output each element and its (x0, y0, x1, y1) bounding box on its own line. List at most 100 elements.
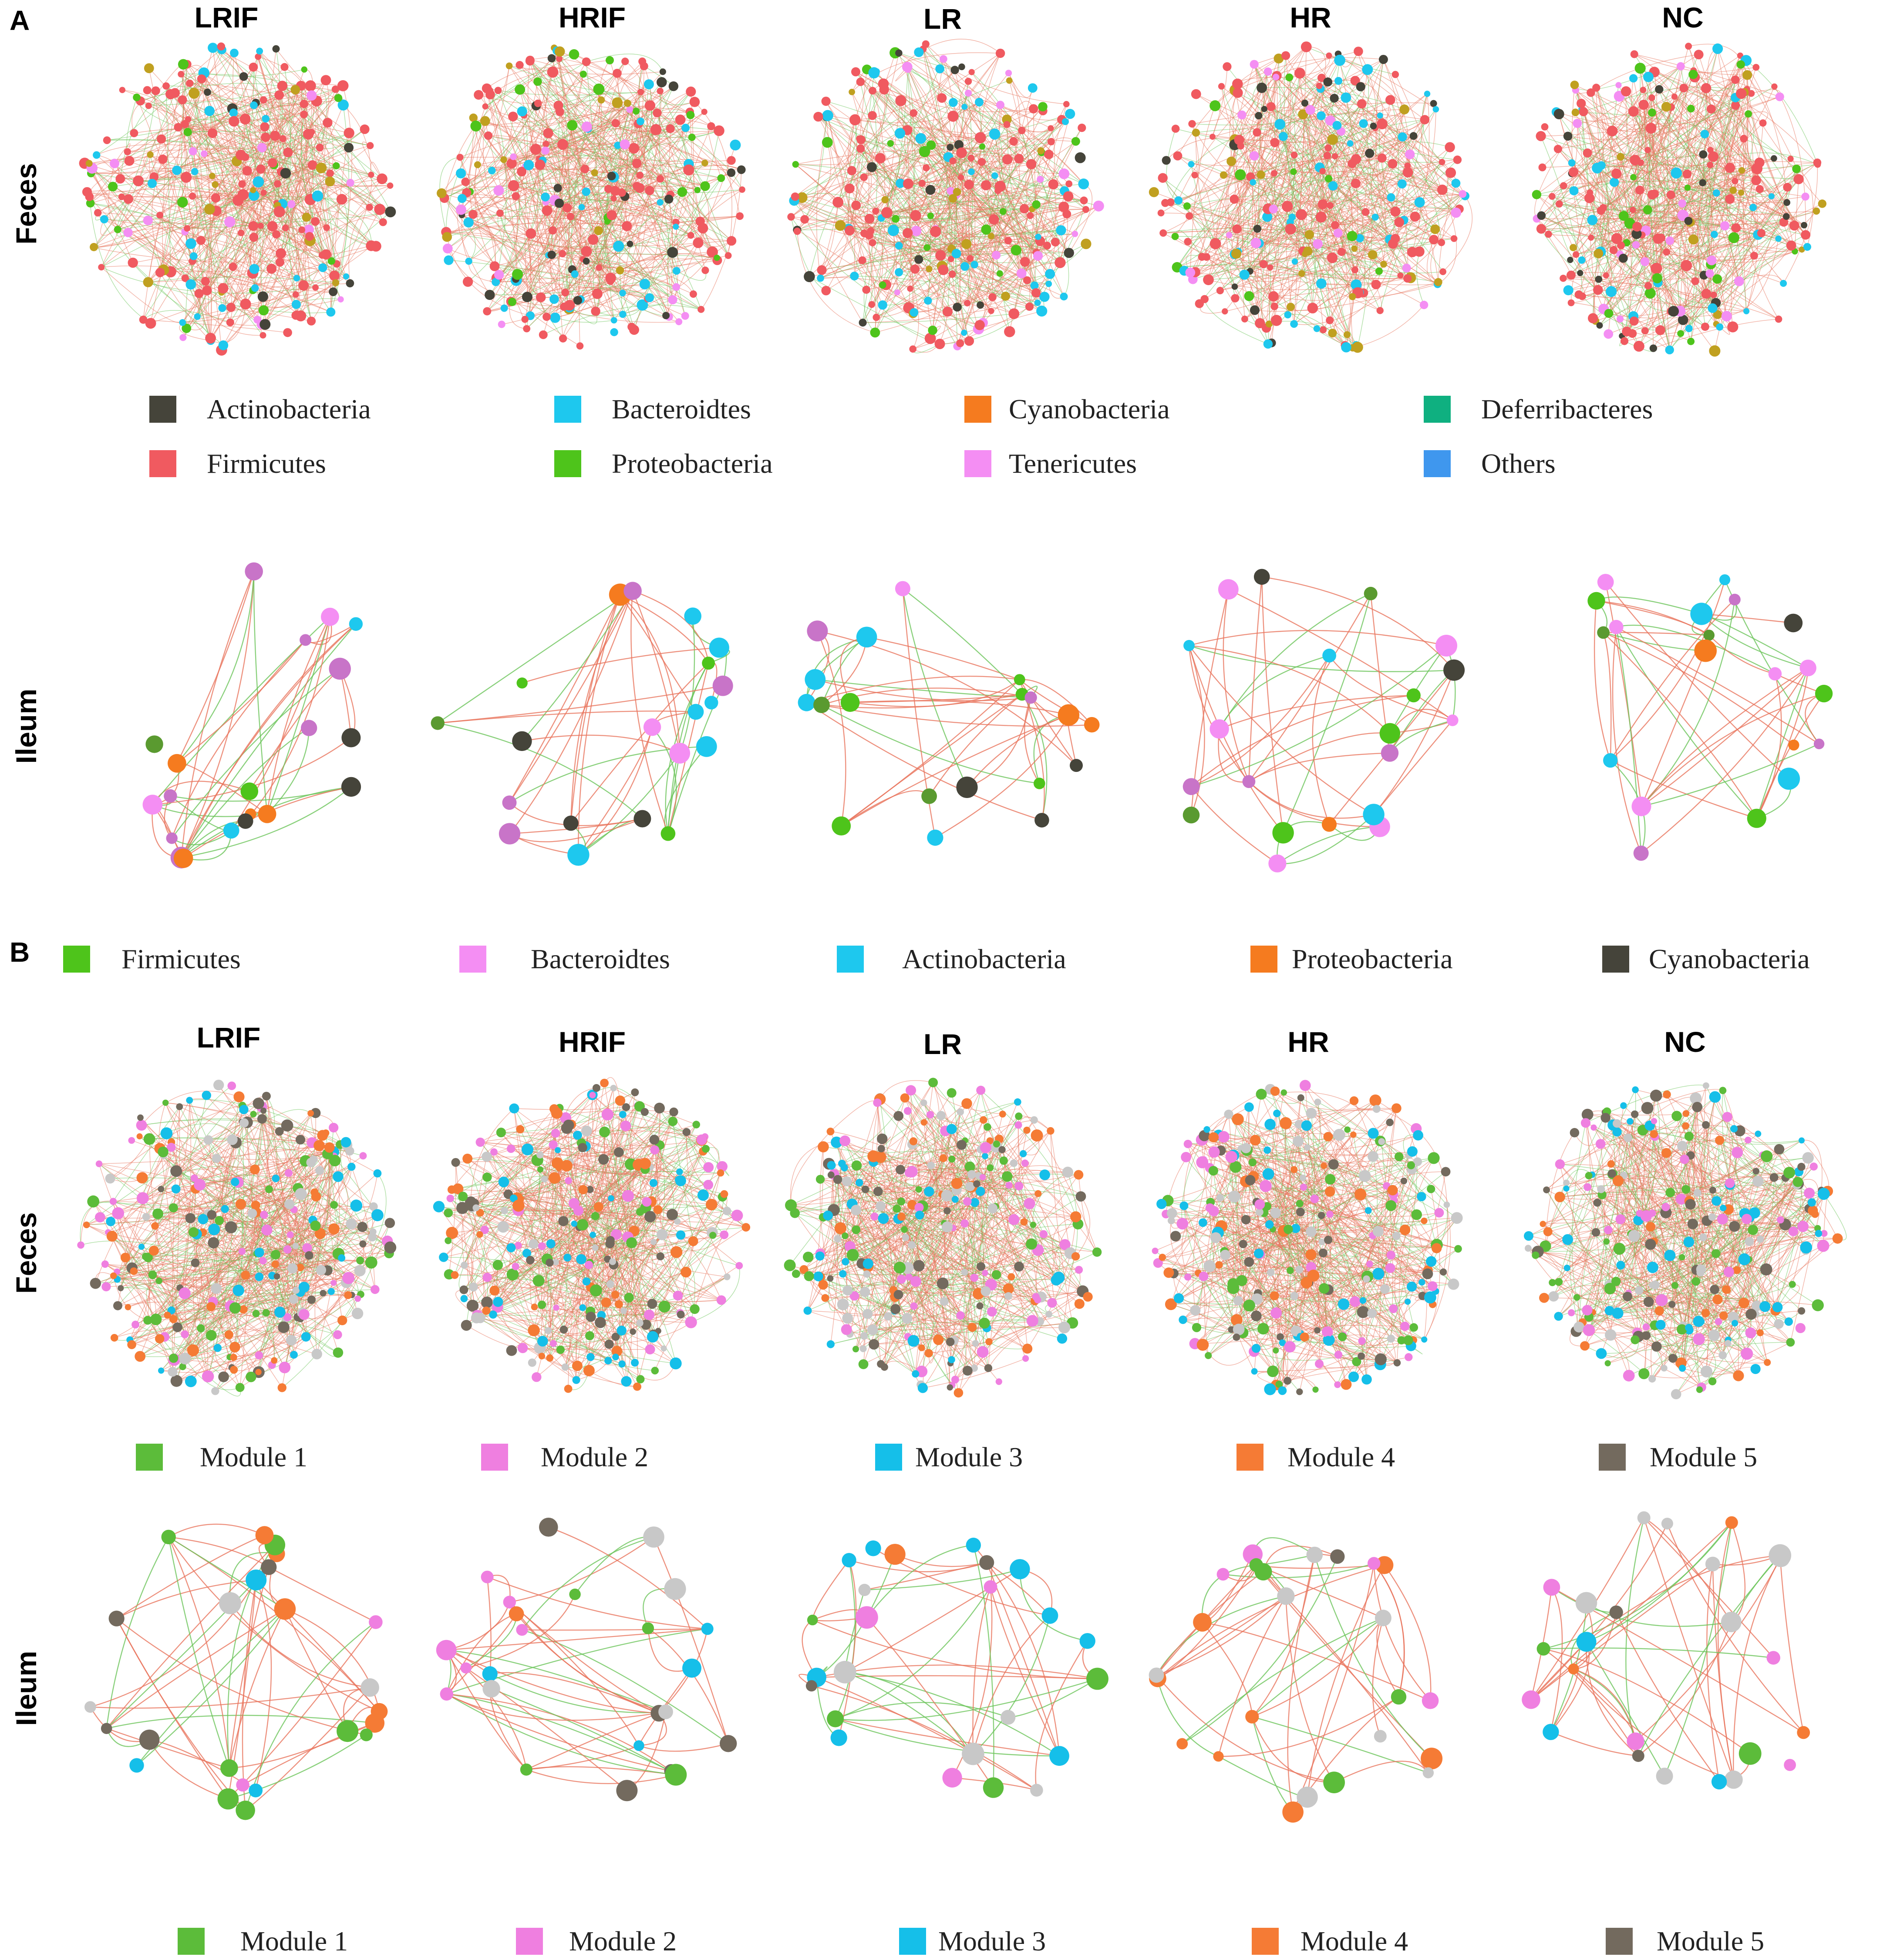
network-node (1183, 778, 1200, 795)
network-node (204, 204, 215, 215)
network-node (338, 1254, 346, 1262)
network-edge (1333, 173, 1442, 192)
network-node (940, 55, 947, 63)
network-edge (90, 76, 244, 204)
network-node (1034, 813, 1049, 828)
network-edge (1633, 111, 1795, 226)
network-edge (1548, 194, 1653, 236)
network-node (512, 731, 532, 751)
network-node (949, 98, 958, 107)
network-node (1019, 204, 1029, 214)
network-node (311, 1349, 322, 1360)
network-node (1391, 71, 1399, 78)
network-edge (806, 694, 1022, 709)
panel-a-feces-network-lr (787, 39, 1104, 354)
network-node (1327, 134, 1338, 145)
network-node (1596, 322, 1603, 329)
network-node (1734, 276, 1744, 286)
network-node (1322, 648, 1336, 663)
network-edge (185, 105, 254, 128)
network-edge (181, 623, 357, 858)
network-node (714, 125, 724, 136)
network-node (1355, 234, 1364, 242)
network-node (1406, 688, 1421, 703)
network-node (197, 1324, 205, 1333)
network-node (1237, 142, 1244, 150)
network-node (1037, 175, 1044, 183)
network-node (1403, 274, 1412, 283)
network-node (804, 271, 815, 283)
network-node (1305, 105, 1315, 115)
network-node (242, 166, 252, 176)
network-edge (263, 100, 376, 247)
network-edge (1748, 111, 1768, 123)
network-edge (236, 161, 391, 187)
network-edge (615, 123, 719, 138)
network-edge (1704, 134, 1755, 256)
network-node (693, 237, 704, 248)
network-node (597, 96, 605, 104)
network-edge (980, 138, 1001, 256)
network-edge (203, 73, 316, 222)
network-node (1568, 159, 1576, 167)
network-node (138, 1243, 145, 1250)
network-edge (165, 1102, 285, 1368)
network-nodes (1149, 41, 1469, 353)
network-node (295, 1188, 307, 1200)
network-node (1681, 260, 1692, 272)
network-edge (660, 91, 729, 256)
network-edge (638, 123, 729, 256)
network-node (124, 155, 135, 166)
network-node (805, 669, 826, 690)
network-edge (1280, 124, 1333, 333)
network-node (1326, 52, 1332, 59)
network-node (143, 216, 153, 226)
network-node (870, 327, 880, 338)
network-node (1699, 150, 1708, 159)
network-node (1405, 149, 1415, 159)
network-edge (1666, 106, 1739, 282)
network-edge (1536, 179, 1756, 195)
network-node (914, 47, 924, 57)
network-node (1712, 274, 1722, 284)
network-node (1296, 209, 1307, 220)
network-node (1420, 115, 1430, 125)
network-edge (1009, 141, 1076, 332)
network-node (235, 1383, 245, 1392)
network-node (640, 62, 648, 71)
network-edge (182, 245, 372, 323)
network-edge (1189, 645, 1454, 672)
network-node (1649, 344, 1658, 352)
network-node (1653, 233, 1664, 244)
network-edge (462, 197, 630, 244)
legend-label: Module 3 (915, 1441, 1023, 1472)
network-edge (625, 61, 647, 175)
network-edge (171, 1147, 263, 1261)
network-edge (531, 192, 587, 235)
network-node (541, 192, 550, 202)
network-node (148, 1270, 157, 1280)
network-node (204, 88, 211, 96)
panel-a-ileum-network-nc (1587, 574, 1833, 861)
network-edge (1247, 142, 1275, 272)
network-node (950, 66, 959, 74)
network-edge (80, 1201, 114, 1245)
network-node (1191, 172, 1198, 178)
network-edge (633, 84, 652, 149)
network-edge (1358, 51, 1403, 137)
network-node (964, 336, 974, 346)
network-node (1671, 94, 1678, 100)
network-edge (80, 1201, 114, 1245)
network-node (1451, 178, 1461, 188)
network-node (643, 718, 661, 736)
network-edge (935, 714, 1069, 839)
network-node (556, 55, 563, 62)
network-edge (885, 124, 1007, 214)
network-node (1062, 118, 1069, 125)
network-node (1631, 229, 1642, 239)
network-node (1677, 330, 1684, 337)
network-node (182, 323, 192, 333)
network-node (1376, 307, 1384, 314)
network-node (967, 155, 975, 162)
network-node (208, 1223, 220, 1236)
